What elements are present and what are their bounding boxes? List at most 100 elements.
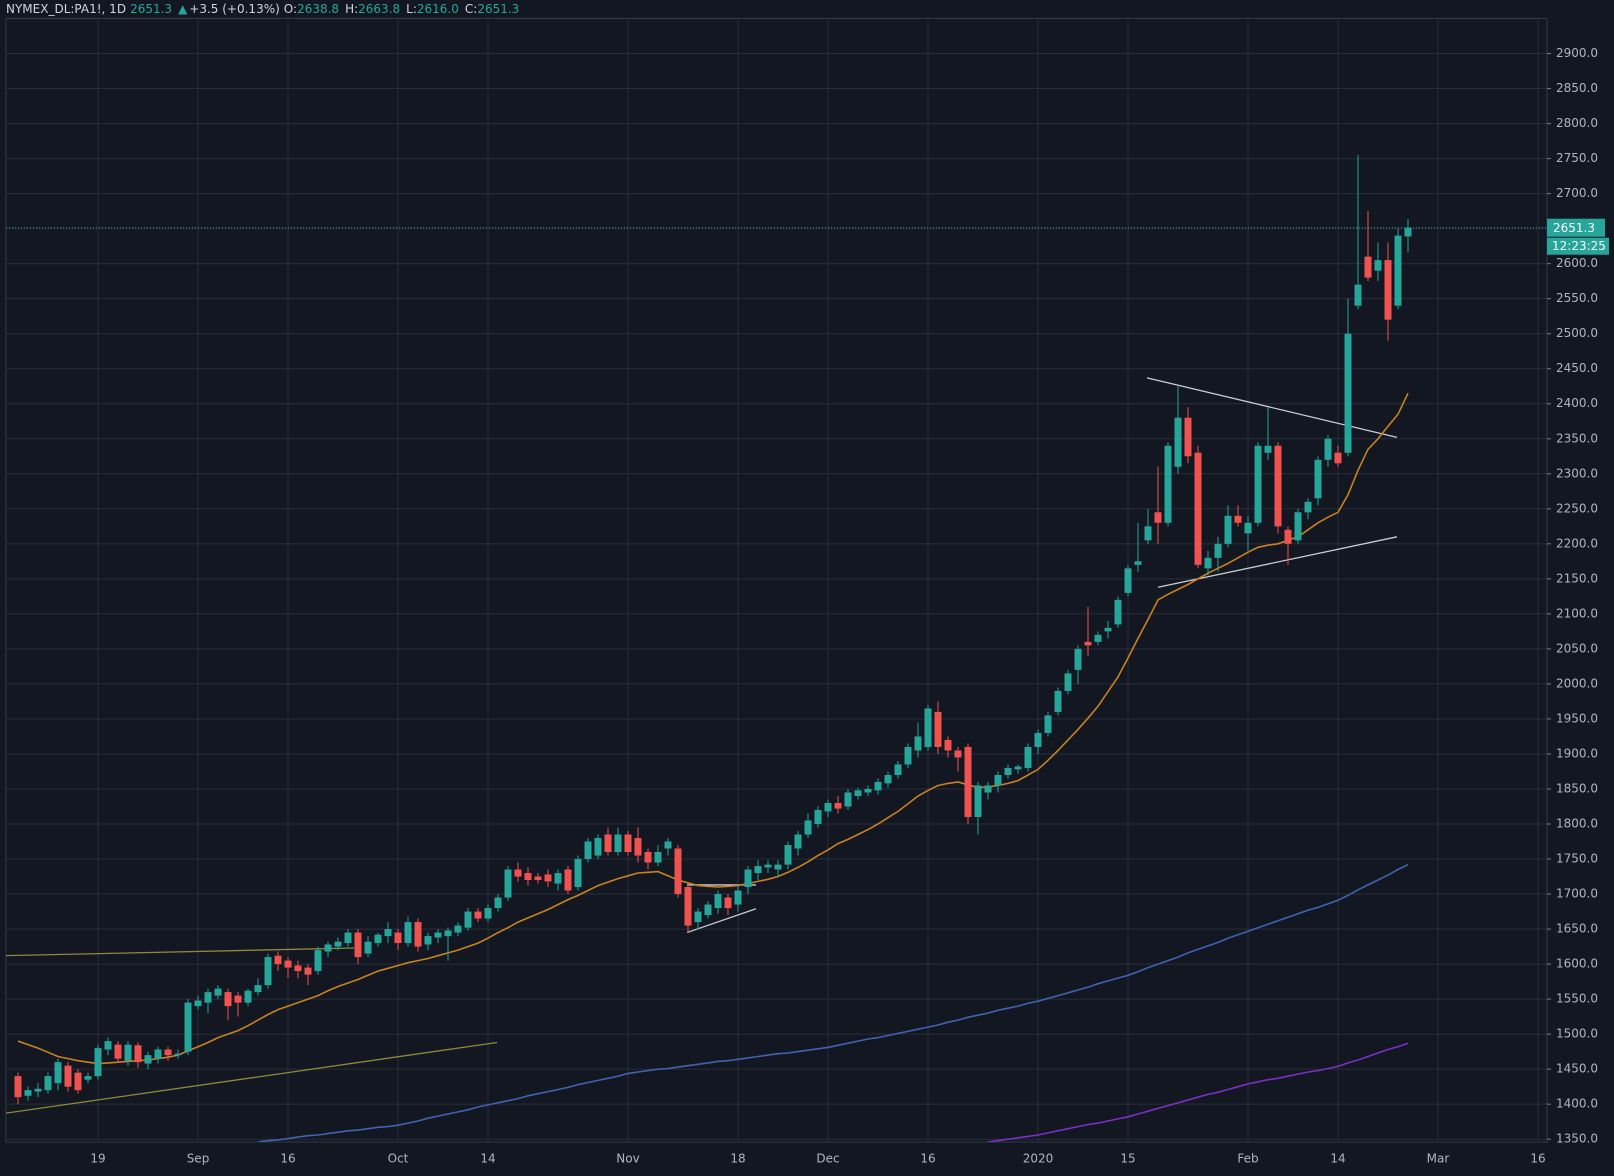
candle-body: [924, 708, 932, 747]
x-tick-label: 14: [480, 1152, 495, 1166]
legend-header: NYMEX_DL:PA1!, 1D 2651.3 ▲ +3.5 (+0.13%) O:2…: [6, 0, 525, 18]
x-tick-label: 18: [730, 1152, 745, 1166]
trend-line: [6, 947, 355, 957]
candle-body: [854, 790, 862, 796]
candle-body: [364, 941, 372, 954]
candle-body: [1324, 438, 1332, 460]
plot-frame: [5, 18, 1548, 1143]
y-tick-label: 1700.0: [1556, 887, 1598, 901]
change: +3.5 (+0.13%): [189, 2, 280, 16]
y-tick-label: 1900.0: [1556, 746, 1598, 760]
candle-body: [904, 746, 912, 765]
candle-body: [484, 908, 492, 919]
x-tick-label: Dec: [816, 1152, 839, 1166]
y-tick-label: 1950.0: [1556, 711, 1598, 725]
candle-body: [934, 711, 942, 747]
y-tick-label: 2100.0: [1556, 606, 1598, 620]
candle-body: [54, 1062, 62, 1084]
candle-body: [564, 869, 572, 891]
candle-body: [14, 1076, 22, 1098]
candle-body: [724, 897, 732, 909]
candle-body: [974, 785, 982, 817]
candle-body: [1024, 746, 1032, 768]
x-tick-label: Oct: [388, 1152, 409, 1166]
candle-body: [194, 1000, 202, 1007]
candle-body: [1094, 634, 1102, 642]
candle-body: [154, 1049, 162, 1059]
candle-body: [604, 834, 612, 853]
ohlc-label: C:: [464, 2, 478, 16]
y-tick-label: 2500.0: [1556, 326, 1598, 340]
candle-body: [1174, 417, 1182, 467]
candle-body: [1064, 673, 1072, 691]
candle-body: [714, 894, 722, 909]
candle-body: [1134, 561, 1142, 565]
candle-body: [1044, 715, 1052, 733]
candle-body: [224, 992, 232, 1007]
candle-body: [494, 897, 502, 909]
candle-body: [294, 965, 302, 972]
candle-body: [844, 792, 852, 807]
candle-body: [784, 845, 792, 865]
candle-body: [1294, 512, 1302, 541]
candle-body: [394, 932, 402, 944]
candle-body: [994, 774, 1002, 786]
candle-body: [654, 852, 662, 863]
candle-body: [1164, 445, 1172, 523]
x-tick-label: 14: [1330, 1152, 1345, 1166]
candle-body: [1384, 260, 1392, 320]
candle-body: [734, 890, 742, 905]
price: 2651.3: [130, 2, 173, 16]
y-tick-label: 1400.0: [1556, 1097, 1598, 1111]
x-tick-label: 2020: [1023, 1152, 1054, 1166]
candle-body: [424, 936, 432, 945]
countdown-label: 12:23:25: [1552, 239, 1606, 253]
y-tick-label: 1550.0: [1556, 992, 1598, 1006]
candle-body: [624, 834, 632, 853]
y-tick-label: 2000.0: [1556, 676, 1598, 690]
ohlc-value: 2638.8: [297, 2, 340, 16]
candle-body: [1104, 627, 1112, 632]
candle-body: [774, 864, 782, 870]
candle-body: [744, 869, 752, 888]
candle-body: [184, 1002, 192, 1052]
ohlc-value: 2651.3: [477, 2, 520, 16]
candle-body: [534, 876, 542, 881]
x-tick-label: Feb: [1237, 1152, 1258, 1166]
last-price-label: 2651.3: [1553, 221, 1595, 235]
y-tick-label: 2700.0: [1556, 186, 1598, 200]
candle-body: [1394, 235, 1402, 306]
x-tick-label: 19: [90, 1152, 105, 1166]
candle-body: [1084, 641, 1092, 646]
candle-body: [954, 750, 962, 758]
arrow: ▲: [178, 2, 188, 16]
candle-body: [834, 802, 842, 809]
candle-body: [384, 929, 392, 937]
x-tick-label: 15: [1120, 1152, 1135, 1166]
candle-body: [214, 988, 222, 996]
candle-body: [514, 869, 522, 877]
candle-body: [414, 922, 422, 947]
candle-body: [1034, 732, 1042, 747]
candle-body: [1054, 690, 1062, 712]
candle-body: [964, 746, 972, 817]
candle-body: [74, 1072, 82, 1091]
candle-body: [404, 922, 412, 944]
candle-body: [1284, 529, 1292, 544]
candle-body: [884, 774, 892, 784]
y-tick-label: 2200.0: [1556, 536, 1598, 550]
candle-body: [1374, 260, 1382, 271]
candle-body: [824, 802, 832, 812]
y-tick-label: 2750.0: [1556, 151, 1598, 165]
candle-body: [64, 1065, 72, 1087]
ohlc-value: 2616.0: [416, 2, 459, 16]
candle-body: [104, 1041, 112, 1050]
y-tick-label: 2050.0: [1556, 641, 1598, 655]
candle-body: [804, 820, 812, 835]
candle-body: [134, 1045, 142, 1063]
candle-body: [1014, 766, 1022, 770]
candle-body: [1224, 515, 1232, 544]
candle-body: [644, 852, 652, 863]
candle-body: [544, 874, 552, 882]
